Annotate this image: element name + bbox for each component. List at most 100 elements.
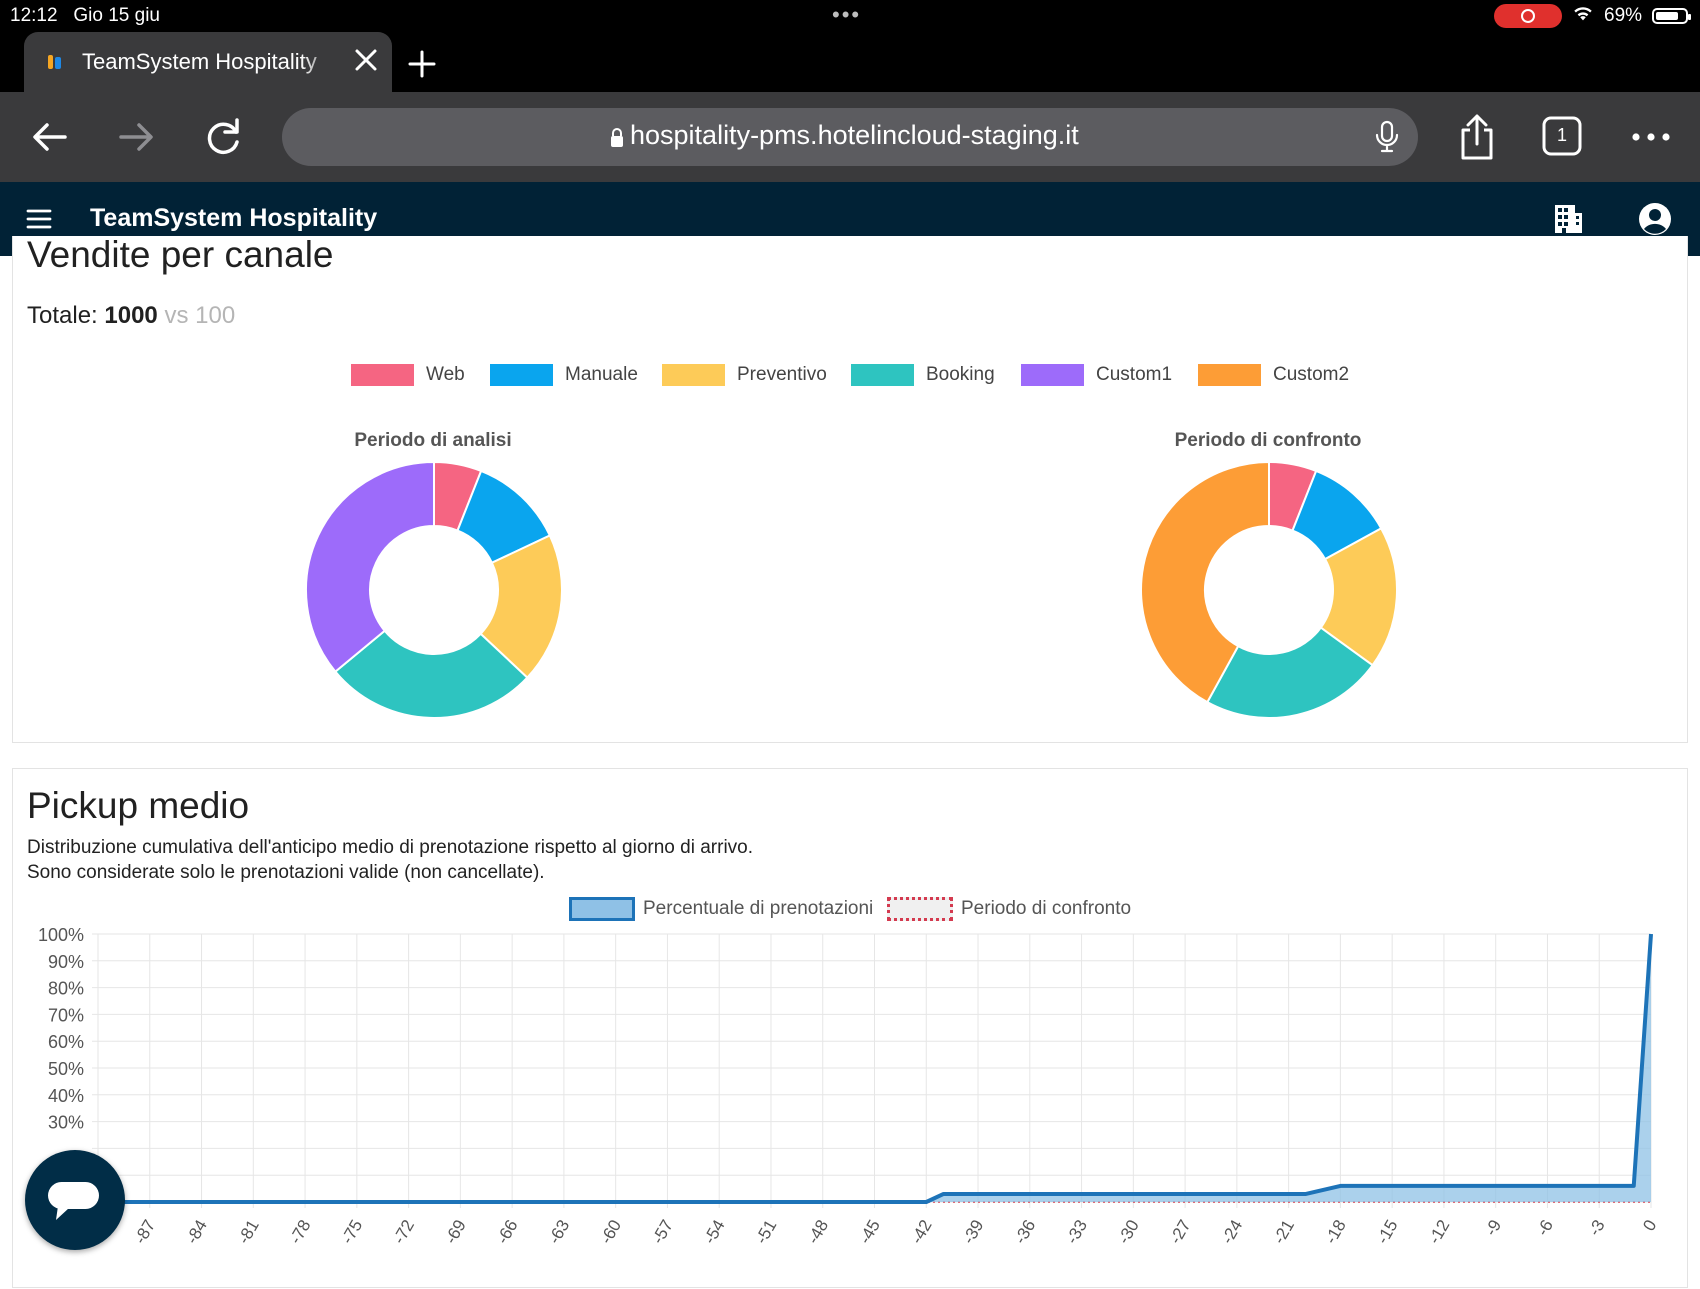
close-tab-icon[interactable] bbox=[350, 44, 382, 76]
x-tick-label: -63 bbox=[545, 1217, 574, 1248]
legend-swatch bbox=[887, 897, 953, 921]
browser-toolbar: hospitality-pms.hotelincloud-staging.it … bbox=[0, 92, 1700, 182]
x-tick-label: -24 bbox=[1218, 1217, 1247, 1248]
address-url: hospitality-pms.hotelincloud-staging.it bbox=[630, 120, 1079, 150]
x-tick-label: -78 bbox=[286, 1217, 315, 1248]
sales-title: Vendite per canale bbox=[27, 234, 334, 275]
y-tick-label: 30% bbox=[48, 1113, 84, 1133]
x-tick-label: -81 bbox=[234, 1217, 263, 1248]
x-tick-label: -15 bbox=[1373, 1217, 1402, 1248]
tab-count: 1 bbox=[1556, 125, 1567, 145]
tab-title: TeamSystem Hospitality bbox=[82, 49, 317, 74]
donut-slice-preventivo[interactable] bbox=[1319, 526, 1398, 667]
x-tick-label: -75 bbox=[338, 1217, 367, 1248]
legend-swatch bbox=[662, 364, 725, 386]
sales-legend: Web Manuale Preventivo Booking Custom1 C… bbox=[13, 362, 1687, 392]
x-tick-label: -45 bbox=[855, 1217, 884, 1248]
sales-by-channel-card: Vendite per canale Totale: 1000 vs 100 W… bbox=[12, 234, 1688, 743]
donut-title-analysis: Periodo di analisi bbox=[354, 430, 512, 451]
y-tick-label: 40% bbox=[48, 1086, 84, 1106]
x-tick-label: -54 bbox=[700, 1217, 729, 1248]
browser-tab-bar: TeamSystem Hospitality bbox=[0, 32, 1700, 92]
chat-bubble-icon bbox=[48, 1182, 99, 1220]
reload-icon[interactable] bbox=[200, 114, 246, 160]
x-tick-label: -60 bbox=[596, 1217, 625, 1248]
x-tick-label: -36 bbox=[1011, 1217, 1040, 1248]
microphone-icon[interactable] bbox=[1372, 120, 1402, 154]
pickup-title: Pickup medio bbox=[27, 785, 250, 826]
y-tick-label: 50% bbox=[48, 1059, 84, 1079]
x-tick-label: -42 bbox=[907, 1217, 936, 1248]
x-tick-label: -3 bbox=[1585, 1217, 1609, 1240]
x-tick-label: -51 bbox=[752, 1217, 781, 1248]
pickup-description: Distribuzione cumulativa dell'anticipo m… bbox=[27, 835, 753, 885]
back-icon[interactable] bbox=[27, 114, 73, 160]
x-tick-label: -84 bbox=[182, 1217, 211, 1248]
x-tick-label: 0 bbox=[1639, 1217, 1660, 1235]
x-tick-label: -48 bbox=[803, 1217, 832, 1248]
donut-slice-booking[interactable] bbox=[1205, 626, 1374, 719]
x-tick-label: -9 bbox=[1481, 1217, 1505, 1240]
y-tick-label: 80% bbox=[48, 979, 84, 999]
donut-slice-booking[interactable] bbox=[333, 629, 529, 719]
app-brand: TeamSystem Hospitality bbox=[90, 204, 378, 232]
x-tick-label: -66 bbox=[493, 1217, 522, 1248]
x-tick-label: -30 bbox=[1114, 1217, 1143, 1248]
more-options-icon[interactable] bbox=[1628, 114, 1674, 160]
donut-slice-custom2[interactable] bbox=[1140, 460, 1270, 704]
account-icon[interactable] bbox=[1638, 202, 1672, 236]
hamburger-menu-icon[interactable] bbox=[26, 206, 52, 232]
x-tick-label: -72 bbox=[389, 1217, 418, 1248]
wifi-icon bbox=[1572, 3, 1594, 31]
sales-total-value: 1000 bbox=[104, 302, 158, 329]
pickup-area-chart[interactable]: 30% 40% 50% 60% 70% 80% 90% 100% -9 0 -87 -84 -81 -78… bbox=[13, 919, 1689, 1289]
y-tick-label: 70% bbox=[48, 1005, 84, 1025]
x-tick-label: -57 bbox=[648, 1217, 677, 1248]
sales-total-compare: vs 100 bbox=[164, 302, 236, 329]
donut-title-compare: Periodo di confronto bbox=[1174, 430, 1362, 451]
legend-swatch bbox=[1198, 364, 1261, 386]
x-tick-label: -12 bbox=[1425, 1217, 1454, 1248]
legend-swatch bbox=[851, 364, 914, 386]
donut-chart-analysis[interactable] bbox=[302, 458, 566, 722]
x-tick-label: -21 bbox=[1269, 1217, 1298, 1248]
x-tick-label: -33 bbox=[1062, 1217, 1091, 1248]
x-tick-label: -6 bbox=[1533, 1217, 1557, 1240]
x-tick-label: -39 bbox=[959, 1217, 988, 1248]
x-tick-label: -18 bbox=[1321, 1217, 1350, 1248]
donut-slice-preventivo[interactable] bbox=[479, 534, 563, 680]
share-icon[interactable] bbox=[1453, 112, 1501, 162]
tabs-icon bbox=[1542, 116, 1582, 156]
sales-total: Totale: 1000 vs 100 bbox=[27, 302, 236, 329]
legend-swatch bbox=[490, 364, 553, 386]
donut-chart-compare[interactable] bbox=[1137, 458, 1401, 722]
multitask-dots-icon[interactable]: ••• bbox=[832, 2, 862, 27]
chat-button[interactable] bbox=[25, 1150, 125, 1250]
x-tick-label: -69 bbox=[441, 1217, 470, 1248]
legend-swatch bbox=[569, 897, 635, 921]
new-tab-icon[interactable] bbox=[404, 46, 440, 82]
browser-tab[interactable]: TeamSystem Hospitality bbox=[24, 32, 392, 92]
tabs-switcher-button[interactable]: 1 bbox=[1542, 116, 1582, 156]
x-tick-label: -27 bbox=[1166, 1217, 1195, 1248]
pickup-desc-line2: Sono considerate solo le prenotazioni va… bbox=[27, 862, 545, 883]
x-tick-label: -87 bbox=[130, 1217, 159, 1248]
y-tick-label: 90% bbox=[48, 952, 84, 972]
address-bar[interactable]: hospitality-pms.hotelincloud-staging.it bbox=[282, 108, 1418, 166]
battery-icon bbox=[1652, 8, 1691, 24]
lock-icon bbox=[611, 128, 623, 147]
screen-recording-icon[interactable] bbox=[1494, 4, 1562, 28]
building-icon[interactable] bbox=[1552, 204, 1584, 234]
pickup-legend: Percentuale di prenotazioni Periodo di c… bbox=[13, 897, 1687, 927]
y-tick-label: 60% bbox=[48, 1032, 84, 1052]
legend-swatch bbox=[351, 364, 414, 386]
favicon-icon bbox=[48, 55, 61, 69]
pickup-card: Pickup medio Distribuzione cumulativa de… bbox=[12, 768, 1688, 1288]
y-tick-label: 100% bbox=[38, 925, 84, 945]
pickup-desc-line1: Distribuzione cumulativa dell'anticipo m… bbox=[27, 837, 754, 858]
series-line-percentuale[interactable] bbox=[98, 933, 1653, 1204]
status-bar: 12:12 Gio 15 giu ••• 69% bbox=[0, 0, 1700, 32]
donut-slice-custom1[interactable] bbox=[305, 460, 435, 673]
legend-swatch bbox=[1021, 364, 1084, 386]
forward-icon[interactable] bbox=[113, 114, 159, 160]
